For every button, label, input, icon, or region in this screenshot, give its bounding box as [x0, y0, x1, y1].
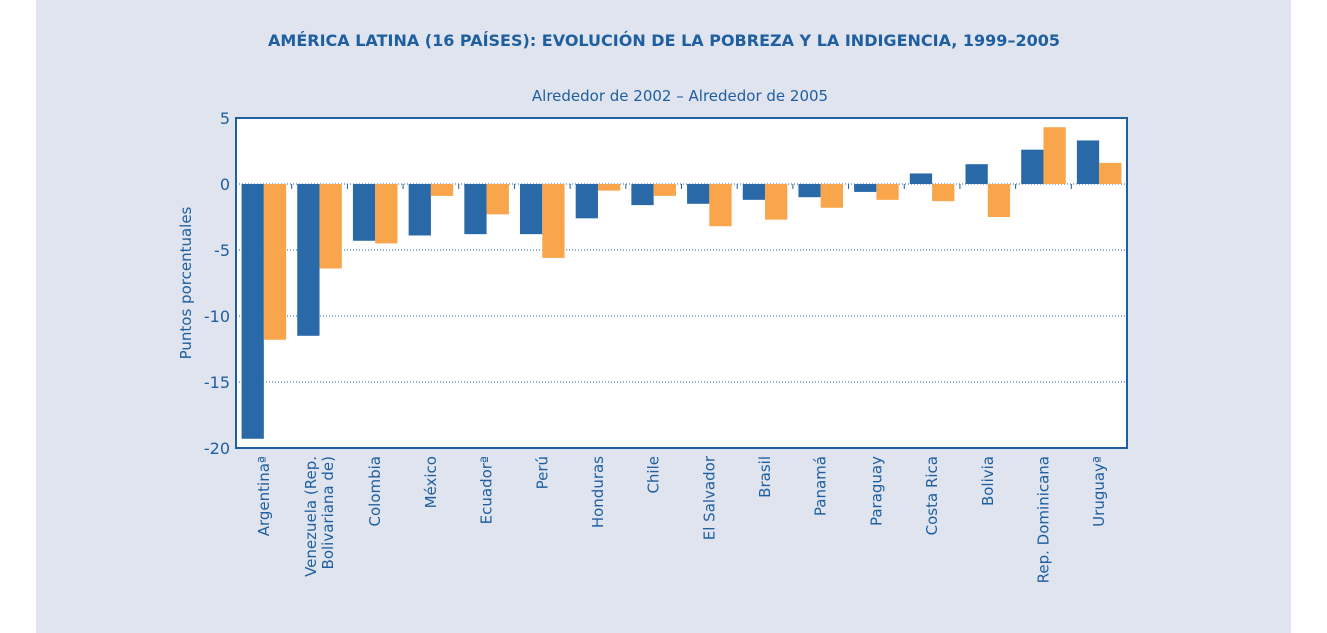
- bar: [430, 184, 454, 196]
- bar: [1043, 127, 1066, 184]
- x-tick-label: Ecuadorª: [478, 456, 496, 524]
- x-tick-label: México: [422, 456, 440, 508]
- bar: [575, 184, 598, 219]
- y-tick-label: -20: [204, 439, 230, 458]
- bar: [408, 184, 431, 236]
- bar: [631, 184, 654, 206]
- bar: [520, 184, 543, 235]
- bar: [464, 184, 487, 235]
- x-tick-label: Venezuela (Rep.Bolivariana de): [302, 456, 337, 577]
- bar: [319, 184, 342, 269]
- bar: [876, 184, 899, 200]
- x-tick-label: Paraguay: [867, 456, 885, 526]
- chart-subtitle: Alrededor de 2002 – Alrededor de 2005: [532, 87, 828, 105]
- x-tick-label: Uruguayª: [1090, 456, 1108, 527]
- bar: [820, 184, 843, 208]
- chart-title: AMÉRICA LATINA (16 PAÍSES): EVOLUCIÓN DE…: [268, 31, 1060, 50]
- bar: [742, 184, 766, 200]
- x-tick-label: Colombia: [366, 456, 384, 527]
- x-tick-label: Costa Rica: [923, 456, 941, 535]
- x-tick-label: Argentinaª: [255, 456, 273, 536]
- bar: [965, 164, 988, 184]
- bar: [1099, 162, 1122, 184]
- bar: [653, 184, 676, 196]
- bar: [1021, 149, 1044, 184]
- y-axis-label: Puntos porcentuales: [177, 206, 195, 359]
- bar: [597, 184, 621, 191]
- x-tick-label: El Salvador: [700, 455, 718, 540]
- bar: [241, 184, 264, 439]
- bar: [687, 184, 710, 204]
- bar: [798, 184, 821, 198]
- bar: [909, 173, 933, 184]
- bar: [987, 184, 1011, 217]
- x-tick-label: Perú: [533, 456, 551, 489]
- y-tick-label: 5: [220, 109, 230, 128]
- bar: [542, 184, 565, 258]
- bar: [932, 184, 955, 202]
- x-tick-label: Honduras: [589, 456, 607, 528]
- y-tick-label: -5: [214, 241, 230, 260]
- x-tick-label: Rep. Dominicana: [1034, 456, 1052, 583]
- y-tick-label: 0: [220, 175, 230, 194]
- x-tick-label: Panamá: [812, 456, 830, 516]
- bar: [375, 184, 398, 244]
- plot-border: [235, 117, 1128, 449]
- bar: [352, 184, 376, 241]
- bar: [854, 184, 877, 192]
- x-tick-label: Chile: [645, 456, 663, 494]
- bar: [709, 184, 732, 227]
- bar: [1076, 140, 1100, 184]
- bar: [297, 184, 320, 336]
- x-tick-label: Bolivia: [979, 456, 997, 506]
- y-tick-label: -15: [204, 373, 230, 392]
- y-tick-label: -10: [204, 307, 230, 326]
- plot-area: [236, 118, 1127, 448]
- bar: [486, 184, 509, 215]
- bar: [765, 184, 788, 220]
- x-tick-label: Brasil: [756, 456, 774, 498]
- bar: [263, 184, 287, 340]
